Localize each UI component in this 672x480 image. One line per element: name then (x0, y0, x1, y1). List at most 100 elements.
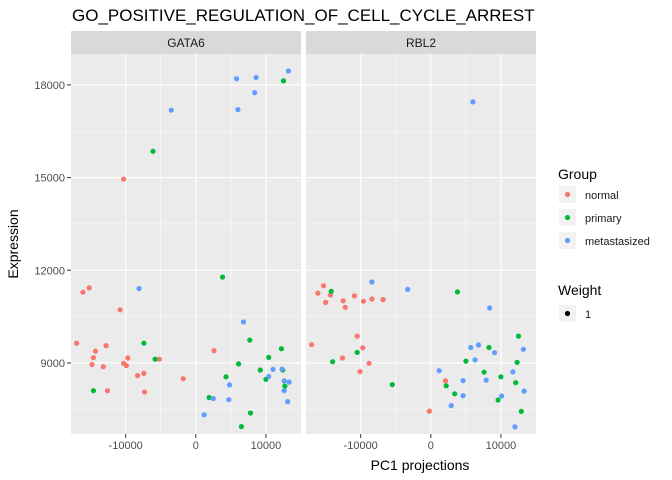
x-axis-label: PC1 projections (371, 457, 470, 473)
data-point (247, 337, 253, 343)
data-point (135, 373, 141, 379)
data-point (360, 298, 367, 304)
data-point (315, 290, 321, 296)
data-point (513, 380, 519, 386)
data-point (380, 297, 386, 303)
data-point (270, 366, 276, 372)
data-point (136, 285, 142, 292)
data-point (486, 344, 492, 351)
y-tick-label: 9000 (41, 358, 65, 370)
data-point (235, 107, 241, 113)
legend-marker (564, 237, 571, 244)
data-point (150, 148, 156, 154)
data-point (369, 279, 375, 285)
x-tick-label: 0 (193, 440, 199, 452)
data-point (282, 383, 288, 389)
data-point (281, 388, 287, 394)
data-point (463, 358, 469, 364)
data-point (498, 374, 504, 380)
data-point (240, 319, 247, 325)
legend-marker (564, 191, 571, 198)
gridlines-gata6 (71, 54, 301, 434)
data-point (472, 357, 478, 363)
data-point (233, 76, 240, 82)
y-axis: 9000 12000 15000 18000 (34, 80, 71, 370)
data-point (405, 286, 411, 292)
data-point (521, 388, 527, 394)
data-point (152, 356, 158, 362)
x-tick-label: 10000 (486, 440, 517, 452)
panel-background-rbl2 (306, 54, 536, 434)
data-point (226, 397, 232, 403)
data-point (89, 361, 95, 368)
data-point (285, 399, 291, 405)
strip-gata6 (71, 31, 301, 54)
data-point (330, 359, 336, 365)
data-point (141, 370, 147, 376)
data-point (360, 345, 366, 351)
data-point (389, 382, 395, 388)
x-axis: -10000 0 10000 -10000 0 10000 (109, 434, 517, 452)
data-point (123, 363, 129, 369)
data-point (460, 378, 466, 384)
data-point (74, 340, 80, 346)
data-point (238, 424, 244, 430)
data-point (266, 373, 272, 380)
legend-weight-marker (564, 310, 571, 317)
data-point (281, 378, 287, 384)
data-point (285, 68, 291, 74)
data-point (141, 340, 147, 346)
data-point (520, 346, 527, 352)
data-point (426, 408, 432, 414)
data-point (206, 394, 212, 401)
data-point (121, 176, 127, 182)
data-point (481, 369, 487, 375)
data-point (514, 359, 520, 365)
data-point (100, 364, 106, 370)
data-point (278, 346, 284, 352)
legend: Group normal primary metastasized Weight 1 (558, 166, 650, 322)
data-point (90, 388, 96, 394)
data-point (266, 354, 272, 360)
data-point (354, 349, 360, 355)
data-point (487, 305, 493, 311)
x-tick-label: 10000 (251, 440, 282, 452)
points-rbl2 (309, 99, 527, 430)
data-point (443, 383, 449, 389)
data-point (280, 78, 287, 84)
data-point (201, 412, 207, 418)
data-point (219, 274, 226, 280)
legend-label: normal (585, 190, 619, 202)
data-point (223, 374, 229, 380)
y-tick-label: 15000 (34, 173, 65, 185)
data-point (354, 333, 360, 339)
data-point (104, 388, 111, 394)
data-point (210, 395, 216, 402)
data-point (211, 348, 217, 354)
data-point (470, 99, 476, 105)
data-point (495, 397, 501, 403)
data-point (309, 342, 315, 348)
data-point (286, 379, 292, 385)
legend-label: primary (585, 213, 622, 225)
legend-group-entries: normal primary metastasized (559, 186, 650, 249)
data-point (515, 333, 522, 339)
data-point (357, 369, 363, 375)
data-point (340, 298, 346, 304)
data-point (279, 366, 285, 372)
data-point (180, 376, 186, 382)
data-point (323, 299, 329, 305)
data-point (452, 391, 458, 397)
data-point (156, 356, 162, 362)
data-point (86, 285, 92, 291)
data-point (168, 107, 174, 113)
data-point (454, 289, 461, 295)
data-point (483, 377, 489, 383)
data-point (475, 342, 482, 348)
data-point (117, 307, 123, 313)
data-point (442, 378, 449, 384)
x-tick-label: -10000 (344, 440, 378, 452)
data-point (512, 424, 518, 430)
legend-weight-label: 1 (585, 309, 591, 321)
data-point (90, 355, 96, 361)
